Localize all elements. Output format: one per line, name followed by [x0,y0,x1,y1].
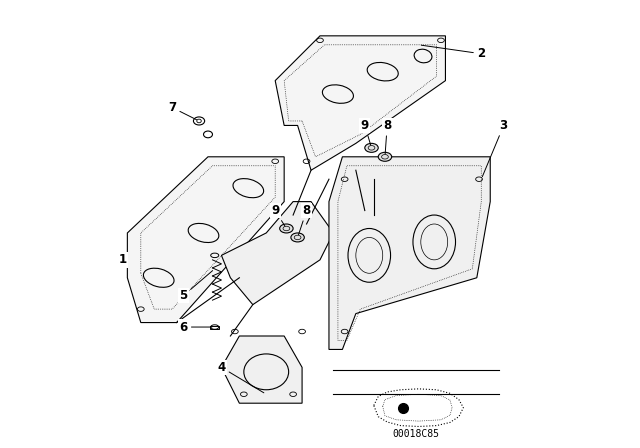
Bar [210,326,219,329]
Ellipse shape [291,233,305,242]
Polygon shape [221,336,302,403]
Ellipse shape [378,152,392,161]
Text: 1: 1 [119,253,127,267]
Text: 8: 8 [383,119,391,154]
Text: 7: 7 [168,101,196,120]
Polygon shape [127,157,284,323]
Polygon shape [275,36,445,170]
Text: 9: 9 [361,119,371,145]
Text: 9: 9 [271,204,285,226]
Text: 5: 5 [179,271,212,302]
Ellipse shape [280,224,293,233]
Text: 2: 2 [421,45,485,60]
Polygon shape [221,202,333,305]
Text: 00018C85: 00018C85 [393,429,440,439]
Text: 8: 8 [298,204,310,235]
Text: 3: 3 [483,119,508,177]
Ellipse shape [365,143,378,152]
Polygon shape [329,157,490,349]
Text: 6: 6 [179,320,212,334]
Text: 4: 4 [218,361,264,393]
